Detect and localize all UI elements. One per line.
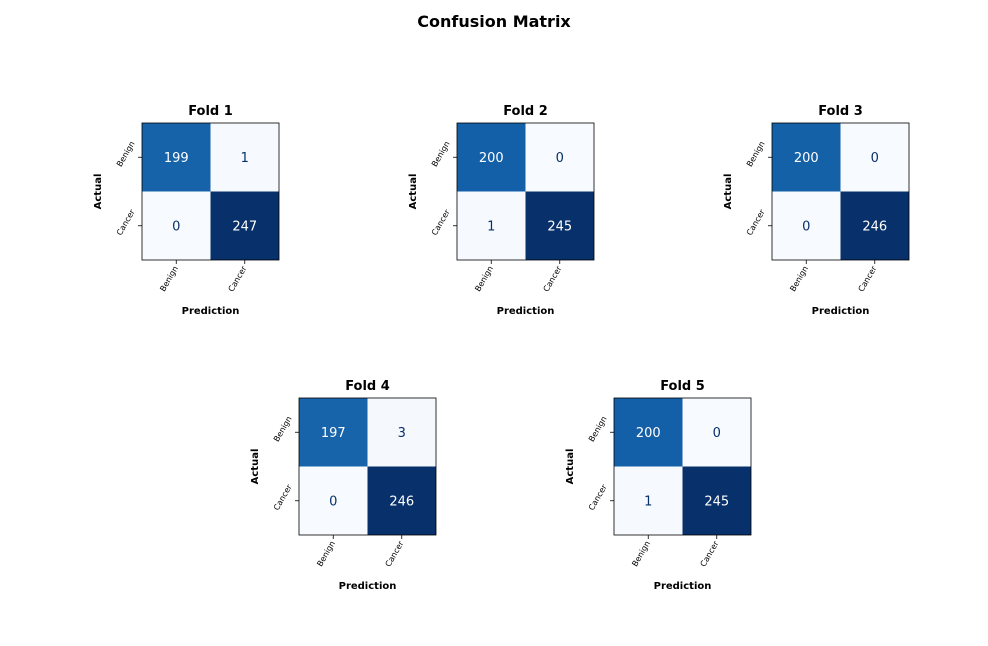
cell-value: 246 (389, 494, 414, 509)
figure-title: Confusion Matrix (417, 12, 571, 31)
y-tick-label: Cancer (745, 207, 767, 237)
y-tick-label: Benign (587, 415, 609, 444)
matrix-cell (682, 466, 751, 535)
cell-value: 3 (398, 426, 406, 441)
y-tick-label: Cancer (272, 482, 294, 512)
cell-value: 0 (802, 219, 810, 234)
cell-value: 0 (556, 151, 564, 166)
x-tick-label: Benign (315, 540, 337, 569)
x-tick-label: Benign (473, 265, 495, 294)
matrix-frame (141, 122, 280, 261)
fold-panel: Fold 1 199 1 0 247 Benign Cancer Benign Cancer Pr… (93, 104, 280, 317)
x-axis-label: Prediction (812, 306, 870, 317)
matrix-cell (210, 191, 279, 260)
x-tick-label: Cancer (857, 264, 879, 294)
x-tick-label: Benign (788, 265, 810, 294)
y-axis-label: Actual (723, 174, 734, 210)
cell-value: 245 (704, 494, 729, 509)
cell-value: 0 (871, 151, 879, 166)
panel-title: Fold 5 (660, 379, 705, 394)
matrix-cell (682, 398, 751, 467)
matrix-frame (298, 397, 437, 536)
matrix-cell (525, 123, 594, 192)
panel-title: Fold 1 (188, 104, 233, 119)
x-tick-label: Cancer (227, 264, 249, 294)
fold-panel: Fold 3 200 0 0 246 Benign Cancer Benign Cancer Pr… (723, 104, 910, 317)
y-tick-label: Cancer (115, 207, 137, 237)
x-tick-label: Benign (158, 265, 180, 294)
x-axis-label: Prediction (182, 306, 240, 317)
panel-title: Fold 4 (345, 379, 390, 394)
cell-value: 197 (321, 426, 346, 441)
matrix-cell (772, 123, 841, 192)
fold-panel: Fold 4 197 3 0 246 Benign Cancer Benign Cancer Pr… (250, 379, 437, 592)
x-tick-label: Cancer (699, 539, 721, 569)
x-axis-label: Prediction (497, 306, 555, 317)
matrix-cell (142, 123, 211, 192)
y-tick-label: Benign (745, 140, 767, 169)
matrix-cell (772, 191, 841, 260)
cell-value: 199 (164, 151, 189, 166)
panel-title: Fold 2 (503, 104, 548, 119)
y-axis-label: Actual (408, 174, 419, 210)
cell-value: 246 (862, 219, 887, 234)
y-tick-label: Benign (272, 415, 294, 444)
y-tick-label: Cancer (430, 207, 452, 237)
cell-value: 245 (547, 219, 572, 234)
matrix-cell (210, 123, 279, 192)
y-tick-label: Benign (115, 140, 137, 169)
cell-value: 200 (794, 151, 819, 166)
y-tick-label: Cancer (587, 482, 609, 512)
cell-value: 200 (479, 151, 504, 166)
panel-title: Fold 3 (818, 104, 863, 119)
y-axis-label: Actual (565, 449, 576, 485)
cell-value: 1 (241, 151, 249, 166)
matrix-cell (299, 466, 368, 535)
matrix-frame (771, 122, 910, 261)
matrix-cell (299, 398, 368, 467)
matrix-cell (840, 191, 909, 260)
cell-value: 200 (636, 426, 661, 441)
matrix-cell (457, 191, 526, 260)
cell-value: 0 (713, 426, 721, 441)
x-tick-label: Cancer (542, 264, 564, 294)
y-axis-label: Actual (93, 174, 104, 210)
fold-panel: Fold 2 200 0 1 245 Benign Cancer Benign Cancer Pr… (408, 104, 595, 317)
cell-value: 1 (644, 494, 652, 509)
y-tick-label: Benign (430, 140, 452, 169)
matrix-cell (614, 398, 683, 467)
matrix-cell (142, 191, 211, 260)
fold-panels: Fold 1 199 1 0 247 Benign Cancer Benign Cancer Pr… (93, 104, 910, 592)
cell-value: 0 (329, 494, 337, 509)
matrix-cell (840, 123, 909, 192)
cell-value: 0 (172, 219, 180, 234)
cell-value: 247 (232, 219, 257, 234)
matrix-cell (367, 398, 436, 467)
matrix-cell (367, 466, 436, 535)
cell-value: 1 (487, 219, 495, 234)
matrix-cell (525, 191, 594, 260)
x-axis-label: Prediction (654, 581, 712, 592)
fold-panel: Fold 5 200 0 1 245 Benign Cancer Benign Cancer Pr… (565, 379, 752, 592)
x-axis-label: Prediction (339, 581, 397, 592)
matrix-cell (614, 466, 683, 535)
matrix-frame (456, 122, 595, 261)
y-axis-label: Actual (250, 449, 261, 485)
matrix-cell (457, 123, 526, 192)
x-tick-label: Cancer (384, 539, 406, 569)
x-tick-label: Benign (630, 540, 652, 569)
matrix-frame (613, 397, 752, 536)
